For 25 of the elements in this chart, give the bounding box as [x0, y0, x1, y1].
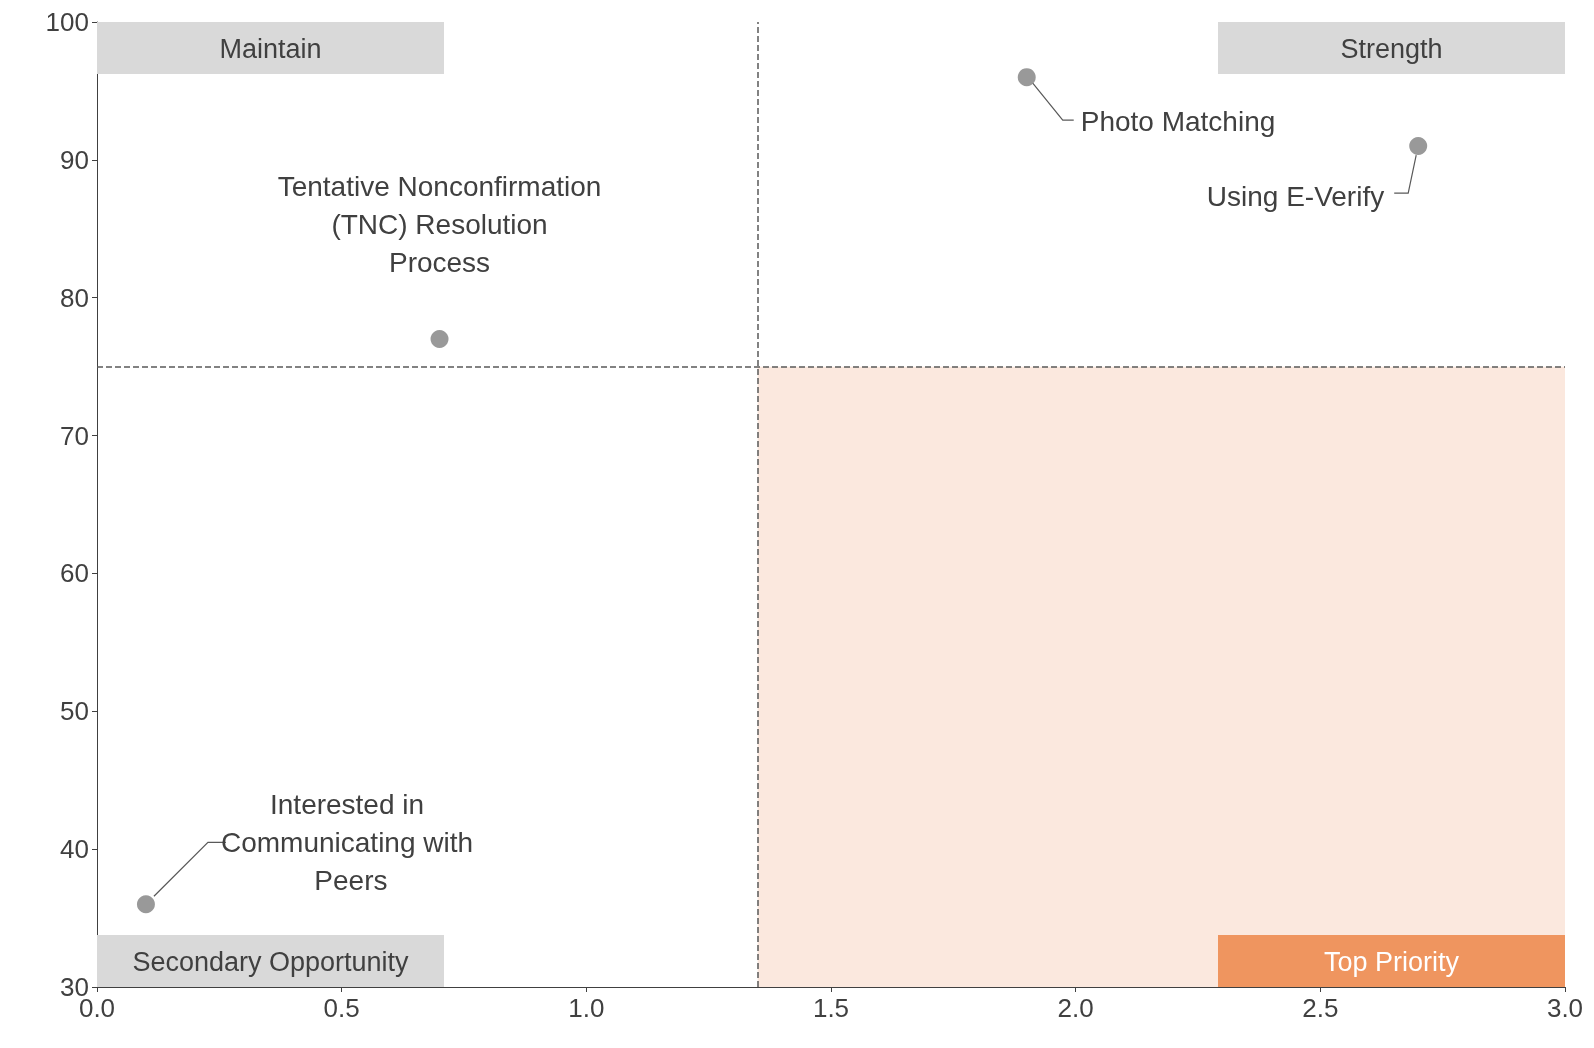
y-tick-label: 90 — [60, 144, 89, 175]
annotation: Tentative Nonconfirmation (TNC) Resolution Process — [277, 170, 602, 278]
x-tick-label: 1.0 — [568, 993, 605, 1023]
y-tick-label: 50 — [60, 696, 89, 727]
x-tick-label: 1.5 — [812, 993, 850, 1023]
label-tag: Secondary Opportunity — [97, 935, 444, 987]
y-tick-label: 100 — [45, 7, 89, 37]
point — [1017, 68, 1036, 87]
annotation: Interested in Communicating with Peers — [221, 788, 481, 896]
x-tick-label: 3.0 — [1546, 993, 1584, 1023]
annotation: Using E-Verify — [1206, 180, 1385, 212]
y-tick-label: 70 — [60, 420, 89, 451]
x-tick-label: 0.5 — [323, 993, 360, 1023]
label-tag: Maintain — [97, 22, 444, 74]
y-tick-label: 60 — [60, 558, 89, 589]
label-tag: Top Priority — [1218, 935, 1565, 987]
point — [430, 330, 449, 349]
x-tick-label: 2.5 — [1302, 993, 1339, 1023]
annotation: Photo Matching — [1080, 105, 1276, 137]
point — [1409, 137, 1428, 156]
x-tick-label: 2.0 — [1057, 993, 1094, 1023]
point — [136, 895, 155, 914]
label-tag: Strength — [1218, 22, 1565, 74]
y-tick-label: 80 — [60, 282, 89, 313]
y-tick-label: 40 — [60, 834, 89, 865]
